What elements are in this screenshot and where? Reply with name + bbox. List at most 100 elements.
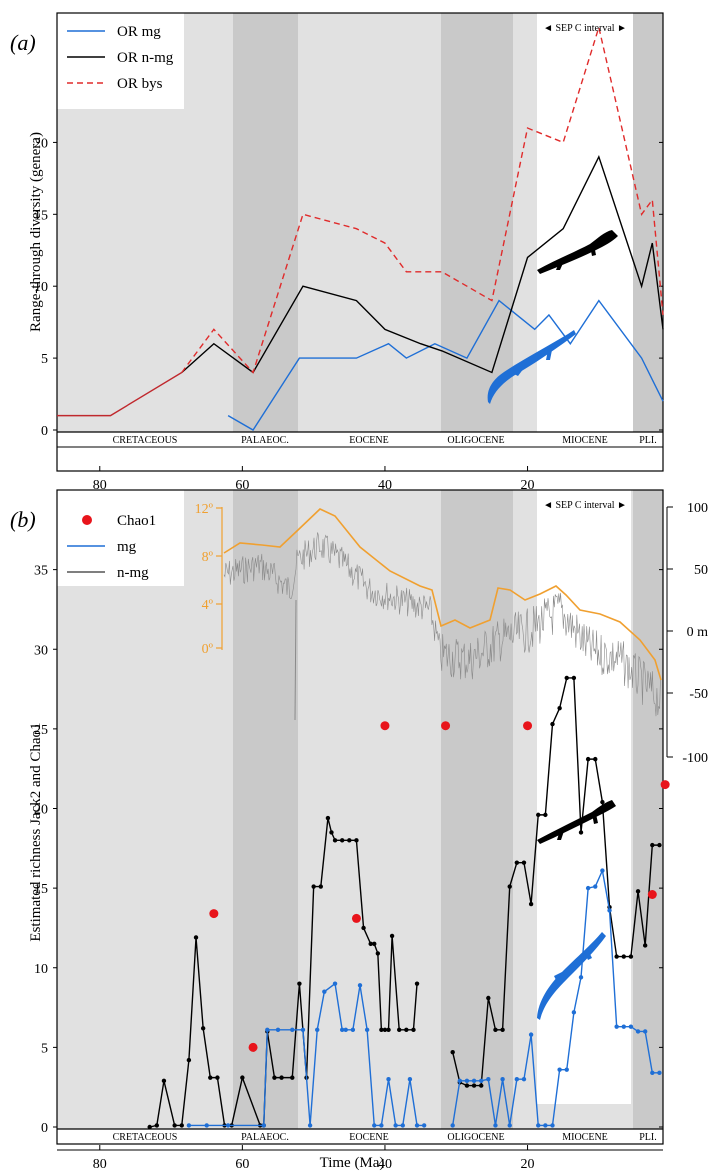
series-line-mg-point bbox=[557, 1067, 562, 1072]
series-line-n-mg-point bbox=[325, 815, 331, 821]
series-line-n-mg-point bbox=[564, 675, 569, 681]
series-line-n-mg-point bbox=[172, 1123, 177, 1128]
legend-label: Chao1 bbox=[117, 513, 156, 529]
series-line-mg-point bbox=[571, 1010, 577, 1015]
panel-b-legend: Chao1 mg n-mg bbox=[67, 513, 156, 581]
series-line-mg-point bbox=[386, 1077, 391, 1082]
series-line-mg-point bbox=[600, 868, 605, 873]
series-line-mg-point bbox=[550, 1123, 555, 1128]
series-line-mg-point bbox=[315, 1027, 320, 1033]
y-tick-label: 5 bbox=[41, 1041, 48, 1056]
series-line-n-mg-point bbox=[311, 884, 316, 889]
series-line-mg-point bbox=[343, 1027, 348, 1033]
chao1-point bbox=[441, 721, 451, 731]
panel-b-sep-label: ◄ SEP C interval ► bbox=[543, 500, 627, 511]
temperature-tick-label: 8º bbox=[202, 550, 214, 565]
legend-label: OR n-mg bbox=[117, 50, 174, 66]
x-tick-label: 40 bbox=[378, 1157, 392, 1172]
series-line-n-mg-point bbox=[657, 842, 662, 848]
series-line-mg-point bbox=[564, 1067, 569, 1072]
x-tick-label: 60 bbox=[235, 1157, 249, 1172]
marine-crocodile-silhouette-a bbox=[487, 330, 576, 404]
series-line-mg-point bbox=[307, 1123, 313, 1128]
panel-a-y-axis-title: Range-through diversity (genera) bbox=[28, 132, 44, 332]
legend-label: mg bbox=[117, 539, 137, 555]
series-line-mg-point bbox=[578, 975, 584, 980]
series-line-n-mg-point bbox=[200, 1026, 206, 1031]
y-tick-label: 30 bbox=[34, 643, 48, 658]
chao1-point bbox=[647, 889, 657, 899]
series-line-n-mg-point bbox=[354, 838, 359, 843]
series-line-n-mg-point bbox=[154, 1123, 160, 1128]
series-line-mg-point bbox=[275, 1027, 281, 1033]
epoch-label: PLI. bbox=[639, 435, 657, 446]
series-line-mg-point bbox=[521, 1077, 527, 1082]
panel-b-plot-frame bbox=[56, 489, 664, 1151]
series-line-or-n-mg bbox=[181, 154, 664, 374]
y-tick-label: 0 bbox=[41, 424, 48, 439]
y-tick-label: 25 bbox=[34, 723, 48, 738]
series-line-n-mg-point bbox=[318, 884, 323, 889]
y-tick-label: 20 bbox=[34, 803, 48, 818]
series-line-mg-point bbox=[493, 1123, 498, 1128]
sea-level-tick-label: 50 bbox=[694, 563, 708, 578]
series-line-mg-point bbox=[204, 1123, 209, 1128]
series-line-n-mg-point bbox=[464, 1083, 470, 1088]
series-line-mg-point bbox=[290, 1027, 295, 1033]
series-line-or-mg bbox=[227, 299, 664, 431]
series-line-mg-point bbox=[322, 989, 327, 994]
series-line-mg-point bbox=[372, 1123, 377, 1128]
series-line-n-mg-point bbox=[628, 954, 634, 959]
series-line-n-mg-point bbox=[382, 1027, 388, 1033]
x-tick-label: 40 bbox=[378, 478, 392, 493]
sea-level-curve bbox=[223, 532, 661, 717]
epoch-label: MIOCENE bbox=[562, 435, 608, 446]
series-line-n-mg-point bbox=[450, 1049, 455, 1055]
epoch-label: EOCENE bbox=[349, 1132, 388, 1143]
series-line-n-mg-point bbox=[593, 756, 598, 762]
series-line-n-mg-point bbox=[507, 884, 512, 889]
panel-b-x-axis: 80 60 40 20 bbox=[93, 1145, 535, 1172]
series-line-mg-point bbox=[593, 884, 598, 889]
epoch-label: EOCENE bbox=[349, 435, 388, 446]
series-line-n-mg-point bbox=[279, 1075, 284, 1080]
series-line-mg-point bbox=[471, 1078, 477, 1084]
epoch-label: MIOCENE bbox=[562, 1132, 608, 1143]
series-line-n-mg-point bbox=[521, 860, 527, 865]
panel-a-legend-box bbox=[57, 13, 184, 109]
sea-level-tick-label: 100 bbox=[687, 501, 708, 516]
series-line-mg-point bbox=[261, 1123, 266, 1128]
chao1-point bbox=[523, 721, 533, 731]
series-line-n-mg-point bbox=[528, 901, 534, 907]
series-line-n-mg-point bbox=[414, 981, 420, 986]
series-line-n-mg-point bbox=[397, 1027, 402, 1033]
series-line-mg-point bbox=[479, 1078, 484, 1084]
epoch-label: PLI. bbox=[639, 1132, 657, 1143]
series-line-mg-point bbox=[628, 1024, 634, 1029]
series-line-n-mg-point bbox=[208, 1075, 213, 1080]
temperature-curve bbox=[223, 508, 662, 681]
epoch-label: OLIGOCENE bbox=[447, 1132, 504, 1143]
legend-label: OR mg bbox=[117, 24, 161, 40]
series-line-mg-point bbox=[657, 1070, 662, 1076]
panel-b-legend-box bbox=[57, 490, 184, 586]
series-line-n-mg-point bbox=[471, 1083, 477, 1088]
series-line-mg-point bbox=[536, 1123, 541, 1128]
series-line-n-mg-point bbox=[578, 830, 584, 835]
panel-b-series bbox=[147, 675, 662, 1130]
panel-a-label: (a) bbox=[10, 30, 36, 55]
panel-a-sep-label: ◄ SEP C interval ► bbox=[543, 23, 627, 34]
series-line-n-mg-point bbox=[514, 860, 520, 865]
series-line-n-mg-point bbox=[585, 756, 591, 762]
y-tick-label: 35 bbox=[34, 564, 48, 579]
chao1-point bbox=[209, 909, 219, 919]
series-line-n-mg-point bbox=[500, 1027, 505, 1033]
temperature-tick-label: 4º bbox=[202, 598, 214, 613]
y-tick-label: 20 bbox=[34, 136, 48, 151]
marine-crocodile-silhouette-b bbox=[537, 932, 606, 1020]
panel-a-epoch-labels: CRETACEOUS PALAEOC. EOCENE OLIGOCENE MIOCENE… bbox=[113, 435, 657, 446]
panel-b-y-axis-title: Estimated richness Jack2 and Chao1 bbox=[28, 722, 44, 941]
series-line-n-mg-point bbox=[375, 951, 381, 956]
panel-a-series bbox=[57, 24, 664, 431]
